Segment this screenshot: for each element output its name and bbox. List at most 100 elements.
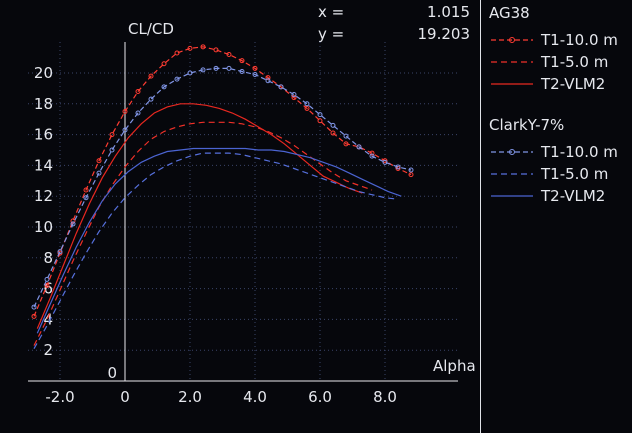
y-tick-label: 16 xyxy=(34,126,53,144)
y-tick-label: 12 xyxy=(34,187,53,205)
curve-point-marker xyxy=(278,84,284,90)
curve-point-marker xyxy=(213,47,219,53)
x-tick-label: 2.0 xyxy=(178,388,202,406)
curve-point-marker xyxy=(83,187,89,193)
curve-point-marker xyxy=(369,150,375,156)
curve-point-marker xyxy=(317,118,323,124)
y-axis-title: CL/CD xyxy=(128,20,174,38)
curve-point-marker xyxy=(96,170,102,176)
y-tick-label: 14 xyxy=(34,156,53,174)
legend-item-ag38-t2-vlm2[interactable]: T2-VLM2 xyxy=(489,73,632,95)
legend-group-title-clarky: ClarkY-7% xyxy=(489,116,565,134)
cursor-readout-x: x = 1.015 xyxy=(318,1,470,23)
curve-style-sample-icon xyxy=(491,195,533,197)
y-tick-label: 0 xyxy=(107,364,117,382)
legend-item-ag38-t1-5[interactable]: T1-5.0 m xyxy=(489,51,632,73)
curve-point-marker xyxy=(304,101,310,107)
y-tick-label: 2 xyxy=(43,341,53,359)
curve-point-marker xyxy=(356,144,362,150)
legend-item-clarky-t1-10[interactable]: T1-10.0 m xyxy=(489,141,632,163)
legend-item-label: T2-VLM2 xyxy=(541,187,606,205)
curve-point-marker xyxy=(174,76,180,82)
readout-y-value: 19.203 xyxy=(417,25,471,43)
curve-point-marker xyxy=(31,313,37,319)
curve-point-marker xyxy=(330,122,336,128)
curve-point-marker xyxy=(200,67,206,73)
curve-point-marker xyxy=(44,283,50,289)
curve-point-marker xyxy=(304,105,310,111)
legend-item-label: T2-VLM2 xyxy=(541,75,606,93)
curve-clarky-7-t1-5-0[interactable] xyxy=(33,152,399,349)
readout-x-value: 1.015 xyxy=(427,3,470,21)
curve-point-marker xyxy=(343,133,349,139)
y-tick-label: 6 xyxy=(43,280,53,298)
curve-point-marker xyxy=(161,61,167,67)
curve-point-marker xyxy=(57,250,63,256)
curve-point-marker xyxy=(291,95,297,101)
legend-item-label: T1-5.0 m xyxy=(541,53,609,71)
curve-point-marker xyxy=(330,130,336,136)
curve-clarky-7-t2-vlm2[interactable] xyxy=(36,147,402,334)
curve-point-marker xyxy=(408,172,414,178)
readout-x-label: x = xyxy=(318,3,345,21)
curve-point-marker xyxy=(265,78,271,84)
curve-ag38-t1-5-0[interactable] xyxy=(33,121,373,346)
curve-point-marker xyxy=(226,52,232,58)
curve-point-marker xyxy=(31,304,37,310)
legend-item-clarky-t2-vlm2[interactable]: T2-VLM2 xyxy=(489,185,632,207)
legend-item-clarky-t1-5[interactable]: T1-5.0 m xyxy=(489,163,632,185)
curve-point-marker xyxy=(57,249,63,255)
curve-point-marker xyxy=(213,65,219,71)
curve-point-marker xyxy=(226,65,232,71)
legend-group-clarky: ClarkY-7% T1-10.0 m T1-5.0 m T2-VLM2 xyxy=(489,115,632,207)
curve-point-marker xyxy=(135,88,141,94)
curve-style-sample-icon xyxy=(491,37,533,43)
curve-point-marker xyxy=(109,147,115,153)
curve-point-marker xyxy=(239,58,245,64)
cursor-readout-y: y = 19.203 xyxy=(318,23,470,45)
x-tick-label: -2.0 xyxy=(45,388,74,406)
curve-point-marker xyxy=(161,84,167,90)
curve-point-marker xyxy=(395,164,401,170)
cursor-readout: x = 1.015 y = 19.203 xyxy=(318,1,470,45)
legend-item-label: T1-10.0 m xyxy=(541,31,618,49)
curve-point-marker xyxy=(148,96,154,102)
curve-point-marker xyxy=(187,45,193,51)
x-tick-label: 6.0 xyxy=(308,388,332,406)
y-tick-label: 10 xyxy=(34,218,53,236)
curve-point-marker xyxy=(239,68,245,74)
legend-item-label: T1-10.0 m xyxy=(541,143,618,161)
curve-point-marker xyxy=(135,110,141,116)
legend-panel-separator xyxy=(480,0,481,433)
curve-point-marker xyxy=(408,167,414,173)
y-tick-label: 4 xyxy=(43,310,53,328)
y-tick-label: 8 xyxy=(43,249,53,267)
curve-clarky-7-t1-10-0[interactable] xyxy=(33,67,412,308)
x-tick-label: 8.0 xyxy=(373,388,397,406)
curve-point-marker xyxy=(109,132,115,138)
curve-style-sample-icon xyxy=(491,61,533,63)
curve-style-sample-icon xyxy=(491,83,533,85)
readout-y-label: y = xyxy=(318,25,345,43)
curve-point-marker xyxy=(187,70,193,76)
curve-ag38-t1-10-0[interactable] xyxy=(33,46,412,317)
curve-ag38-t2-vlm2[interactable] xyxy=(36,103,363,329)
curve-point-marker xyxy=(200,44,206,50)
curve-point-marker xyxy=(343,141,349,147)
legend-item-ag38-t1-10[interactable]: T1-10.0 m xyxy=(489,29,632,51)
curve-point-marker xyxy=(265,75,271,81)
curve-point-marker xyxy=(96,158,102,164)
legend-item-label: T1-5.0 m xyxy=(541,165,609,183)
curve-point-marker xyxy=(369,153,375,159)
curve-point-marker xyxy=(148,73,154,79)
curve-point-marker xyxy=(382,159,388,165)
curve-point-marker xyxy=(122,109,128,114)
x-tick-label: 4.0 xyxy=(243,388,267,406)
curve-point-marker xyxy=(291,92,297,98)
curve-point-marker xyxy=(44,276,50,282)
curve-style-sample-icon xyxy=(491,173,533,175)
curve-point-marker xyxy=(174,50,180,56)
legend-group-ag38: AG38 T1-10.0 m T1-5.0 m T2-VLM2 xyxy=(489,3,632,95)
